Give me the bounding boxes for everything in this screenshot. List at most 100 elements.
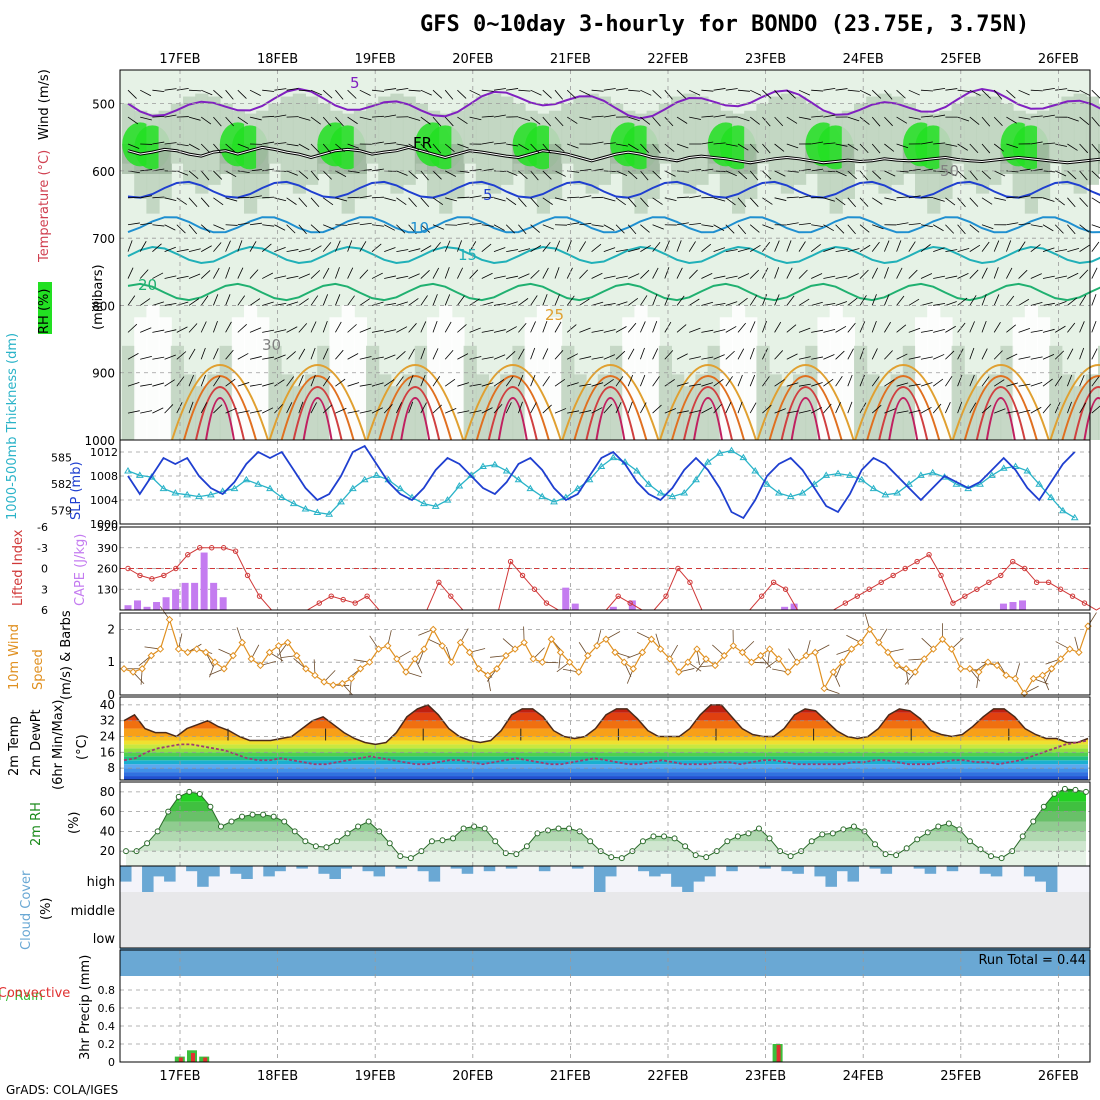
cloud-bar bbox=[737, 948, 749, 976]
wind-barb bbox=[530, 143, 540, 153]
wind-barb bbox=[1018, 356, 1031, 360]
wind-barb bbox=[274, 354, 286, 360]
temp-color-band bbox=[124, 744, 1088, 749]
wind-barb bbox=[505, 376, 514, 387]
wind-speed-marker bbox=[584, 651, 592, 660]
wind-barb bbox=[323, 224, 335, 230]
wind-barb bbox=[920, 406, 932, 414]
warm-contour bbox=[302, 397, 333, 441]
rh-color-band bbox=[126, 788, 1086, 792]
rh-low-cell bbox=[1024, 305, 1038, 440]
lifted-index-marker bbox=[938, 572, 944, 579]
wind-barb bbox=[396, 402, 402, 414]
wind-barb bbox=[310, 402, 317, 414]
wind-barb bbox=[774, 143, 785, 152]
wind-barb bbox=[359, 222, 372, 226]
cloud-bar bbox=[197, 948, 209, 976]
wind-speed-marker bbox=[183, 648, 192, 657]
cloud-bar bbox=[153, 948, 165, 976]
wind-barb bbox=[396, 170, 408, 176]
wind-barb bbox=[200, 116, 212, 125]
wind-speed-marker bbox=[920, 655, 929, 663]
wind-barb bbox=[847, 197, 857, 208]
rh2m-marker bbox=[893, 852, 900, 859]
wind-barb bbox=[640, 295, 648, 306]
wind-barb bbox=[591, 224, 604, 227]
cape-bar bbox=[562, 587, 570, 610]
wind-speed-marker bbox=[247, 655, 256, 663]
cloud-bar bbox=[340, 948, 352, 976]
cloud-high-bar bbox=[1023, 866, 1036, 877]
wind-barb bbox=[725, 143, 738, 147]
wind-barb bbox=[127, 116, 139, 125]
cloud-high-bar bbox=[726, 866, 738, 872]
wind-barb bbox=[530, 224, 540, 233]
wind-barb bbox=[737, 348, 745, 360]
wind-barb bbox=[493, 275, 506, 279]
cloud-middle-gap bbox=[638, 892, 650, 908]
wind-barb bbox=[493, 88, 506, 91]
cloud-unit-label: (%) bbox=[39, 898, 54, 921]
warm-contour bbox=[790, 397, 821, 441]
wind-barb bbox=[432, 197, 444, 206]
cloud-low-gap bbox=[120, 940, 132, 942]
wind-barb bbox=[481, 196, 494, 199]
wind-barb bbox=[506, 275, 519, 279]
cloud-bar bbox=[869, 948, 882, 976]
wind-barb bbox=[615, 197, 626, 206]
wind-barb bbox=[347, 143, 359, 149]
rh2m-marker bbox=[471, 823, 478, 830]
wind-barb bbox=[798, 89, 811, 96]
wind-barb bbox=[981, 170, 992, 180]
wind-barb bbox=[725, 350, 735, 360]
x-tick-label-bottom: 21FEB bbox=[550, 1069, 591, 1084]
wind-barb bbox=[518, 401, 523, 414]
rh2m-marker bbox=[872, 841, 879, 848]
thickness-marker bbox=[893, 489, 902, 496]
rh-mid-cell bbox=[756, 103, 770, 164]
warm-contour bbox=[573, 375, 648, 441]
wind-barb bbox=[262, 89, 275, 92]
wind-barb bbox=[164, 302, 177, 306]
cape-tick-label: 390 bbox=[97, 542, 118, 555]
warm-contour bbox=[780, 386, 831, 441]
wind-barb bbox=[1042, 142, 1055, 145]
wind-barb bbox=[335, 378, 346, 387]
wind-barb bbox=[652, 116, 661, 127]
lifted-index-marker bbox=[902, 565, 908, 572]
precip-frame bbox=[119, 949, 1091, 1063]
wind-barb bbox=[957, 89, 970, 92]
wind-barb bbox=[652, 170, 662, 180]
thickness-marker bbox=[147, 473, 156, 480]
wind-barb bbox=[384, 88, 397, 91]
lifted-index-marker bbox=[878, 579, 884, 586]
wind-barb-10m bbox=[951, 637, 964, 650]
wind-barb bbox=[335, 197, 348, 202]
cloud-high-bar bbox=[505, 866, 518, 869]
wind-barb bbox=[701, 382, 713, 387]
wind-barb bbox=[481, 301, 494, 306]
wind-barb bbox=[981, 294, 987, 306]
wind-barb bbox=[359, 116, 372, 121]
wind-barb bbox=[920, 224, 933, 228]
wind-barb bbox=[518, 348, 525, 360]
lifted-index-marker bbox=[173, 565, 179, 572]
wind-barb bbox=[566, 295, 575, 306]
wind-speed-marker bbox=[302, 665, 310, 673]
wind-barb bbox=[1091, 197, 1100, 204]
wind-barb bbox=[1030, 302, 1043, 306]
rh-mid-cell bbox=[195, 93, 209, 194]
wind-barb bbox=[859, 143, 869, 154]
wind-barb bbox=[518, 298, 529, 306]
wind-barb bbox=[859, 269, 869, 279]
wind-speed-marker bbox=[893, 661, 901, 670]
rh-mid-cell bbox=[597, 96, 611, 185]
rh-low-cell bbox=[549, 317, 563, 440]
wind-barb bbox=[481, 89, 494, 92]
wind-barb bbox=[798, 298, 810, 306]
rh2m-marker bbox=[1072, 786, 1079, 793]
wind-barb bbox=[859, 197, 869, 207]
wind-barb bbox=[871, 143, 881, 154]
cloud-bar bbox=[362, 948, 375, 976]
wind-barb bbox=[164, 246, 176, 253]
